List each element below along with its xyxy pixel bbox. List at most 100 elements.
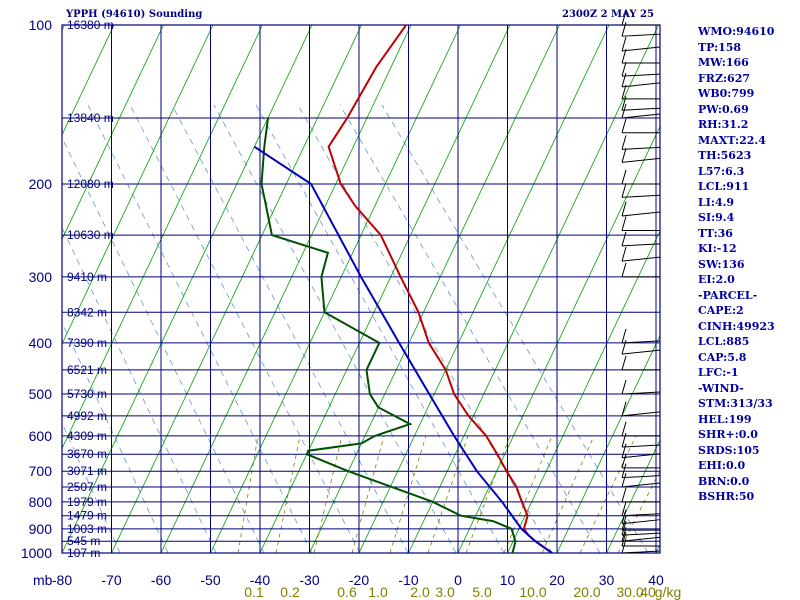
wind-barb: [621, 482, 661, 488]
isotherm-line: [606, 439, 660, 553]
height-label: 12080 m: [67, 177, 114, 191]
wind-barb: [621, 532, 661, 536]
wind-barb-flag: [621, 231, 627, 247]
isotherm-line: [210, 25, 461, 553]
pressure-tick-label: 300: [29, 269, 53, 285]
wind-barb-flag: [621, 118, 627, 133]
isotherm-line: [62, 25, 263, 450]
wind-barb: [621, 194, 661, 198]
mixing-ratio-tick-label: 0.1: [244, 584, 264, 600]
isotherm-line: [358, 25, 610, 553]
wind-barb: [621, 256, 661, 262]
wind-barb-flag: [621, 201, 627, 217]
mixing-ratio-line: [541, 435, 595, 553]
mixing-ratio-tick-label: 3.0: [435, 584, 455, 600]
stability-index-item: -PARCEL-: [698, 288, 758, 302]
wind-barb-flag: [621, 509, 627, 524]
temperature-tick-label: -70: [101, 572, 121, 588]
mixing-ratio-unit-label: g/kg: [655, 584, 681, 600]
stability-index-item: WB0:799: [698, 87, 755, 100]
wind-barb-flag: [621, 148, 627, 163]
wind-barb: [621, 453, 661, 459]
wind-barb-flag: [621, 463, 627, 478]
wind-barb-flag: [621, 22, 627, 37]
stability-index-item: TP:158: [698, 40, 742, 54]
wind-barb: [621, 82, 661, 88]
stability-index-item: SI:9.4: [698, 211, 735, 224]
isotherm-line: [259, 25, 511, 553]
wind-barb: [621, 73, 661, 77]
isotherm-line: [160, 25, 412, 553]
height-label: 107 m: [67, 546, 100, 560]
temperature-tick-label: 40: [648, 572, 664, 588]
height-label: 13840 m: [67, 111, 114, 125]
stability-index-item: CINH:49923: [698, 319, 775, 333]
wind-barb-flag: [621, 135, 627, 150]
stability-index-item: RH:31.2: [698, 118, 749, 131]
pressure-tick-label: 900: [29, 521, 53, 537]
wind-barb: [621, 146, 661, 150]
wind-barb-flag: [621, 538, 627, 554]
wind-barb: [621, 536, 661, 542]
wind-barb-flag: [621, 216, 627, 231]
wind-barb-flag: [621, 527, 627, 542]
height-label: 6521 m: [67, 363, 107, 377]
wind-barb-flag: [621, 421, 627, 437]
pressure-tick-label: 100: [29, 17, 53, 33]
height-label: 7390 m: [67, 336, 107, 350]
pressure-temperature-grid: [61, 24, 661, 554]
mixing-ratio-tick-label: 20.0: [573, 584, 600, 600]
wind-barb: [621, 113, 661, 119]
stability-index-item: PW:0.69: [698, 102, 749, 116]
temperature-tick-label: 20: [549, 572, 565, 588]
moist-adiabat-line: [62, 226, 217, 553]
isotherm-line: [457, 125, 660, 553]
moist-adiabat-line: [213, 104, 457, 553]
mixing-ratio-tick-label: 2.0: [410, 584, 430, 600]
stability-index-item: LCL:885: [698, 335, 750, 348]
isotherm-line: [507, 229, 660, 553]
mixing-ratio-line: [465, 435, 511, 553]
stability-index-item: LI:4.9: [698, 195, 735, 209]
moist-adiabat-line: [171, 104, 409, 553]
isotherm-line: [408, 25, 659, 553]
stability-index-item: HEL:199: [698, 412, 752, 426]
pressure-tick-label: 800: [29, 494, 53, 510]
mixing-ratio-tick-label: 30.0: [616, 584, 643, 600]
wind-barb-flag: [621, 246, 627, 262]
wind-barb-flag: [621, 515, 627, 531]
wind-barb: [621, 391, 661, 395]
wind-barb-flag: [621, 432, 627, 448]
wind-barb-flag: [621, 10, 627, 26]
isotherm-line: [0, 25, 15, 553]
stability-index-item: LFC:-1: [698, 366, 739, 379]
wind-barb-flag: [621, 520, 627, 536]
temperature-tick-label: -40: [250, 572, 270, 588]
temperature-tick-label: -30: [299, 572, 319, 588]
wind-barb-flag: [621, 36, 627, 52]
wind-barb-flag: [621, 531, 627, 547]
moist-adiabat-line: [129, 104, 361, 553]
pressure-tick-label: 500: [29, 386, 53, 402]
wind-barb: [621, 107, 661, 111]
stability-index-item: EHI:0.0: [698, 459, 746, 472]
temperature-tick-label: 30: [599, 572, 615, 588]
height-label: 2507 m: [67, 480, 107, 494]
stability-index-item: BSHR:50: [698, 490, 755, 503]
stability-index-item: BRN:0.0: [698, 474, 750, 488]
wind-barb: [621, 349, 661, 355]
height-label: 1003 m: [67, 522, 107, 536]
stability-index-item: MW:166: [698, 56, 749, 69]
temperature-tick-label: -80: [52, 572, 72, 588]
wind-barb-flag: [621, 183, 627, 198]
pressure-tick-label: 700: [29, 463, 53, 479]
wind-barb: [621, 243, 661, 247]
wind-barb-flag: [621, 96, 627, 111]
wind-barb-flag: [621, 62, 627, 77]
isotherm-line: [309, 25, 560, 553]
wind-barb-flag: [621, 379, 627, 395]
stability-index-item: KI:-12: [698, 242, 737, 255]
wind-barb-flag: [621, 355, 627, 371]
